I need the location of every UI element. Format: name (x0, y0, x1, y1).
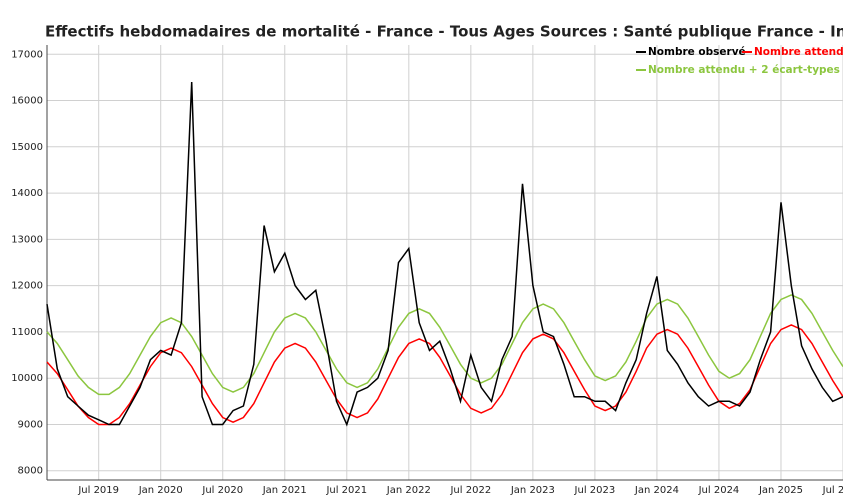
x-tick-label: Jul 2022 (449, 485, 491, 496)
y-tick-label: 14000 (11, 188, 43, 199)
y-tick-label: 12000 (11, 281, 43, 292)
x-tick-label: Jul 2025 (822, 485, 843, 496)
y-tick-label: 15000 (11, 142, 43, 153)
legend-label: Nombre attendu (754, 46, 843, 58)
y-tick-label: 11000 (11, 327, 43, 338)
x-tick-label: Jan 2023 (510, 485, 555, 496)
series-line (46, 294, 843, 396)
x-tick-label: Jul 2021 (325, 485, 367, 496)
x-tick-label: Jul 2019 (77, 485, 119, 496)
x-tick-label: Jan 2020 (138, 485, 183, 496)
x-tick-label: Jul 2024 (698, 485, 740, 496)
y-tick-label: 8000 (18, 466, 43, 477)
y-tick-label: 13000 (11, 234, 43, 245)
x-tick-label: Jan 2021 (262, 485, 307, 496)
y-tick-label: 16000 (11, 96, 43, 107)
x-tick-label: Jul 2023 (574, 485, 616, 496)
x-tick-label: Jan 2024 (634, 485, 679, 496)
x-tick-label: Jul 2020 (201, 485, 243, 496)
legend-label: Nombre observé (648, 46, 746, 58)
y-tick-label: 10000 (11, 373, 43, 384)
legend-label: Nombre attendu + 2 écart-types (648, 64, 840, 76)
series-line (46, 324, 843, 426)
y-tick-label: 17000 (11, 49, 43, 60)
series-line (46, 81, 843, 427)
x-tick-label: Jan 2022 (386, 485, 431, 496)
y-tick-label: 9000 (18, 419, 43, 430)
x-tick-label: Jan 2025 (758, 485, 803, 496)
chart-title: Effectifs hebdomadaires de mortalité - F… (45, 23, 843, 41)
